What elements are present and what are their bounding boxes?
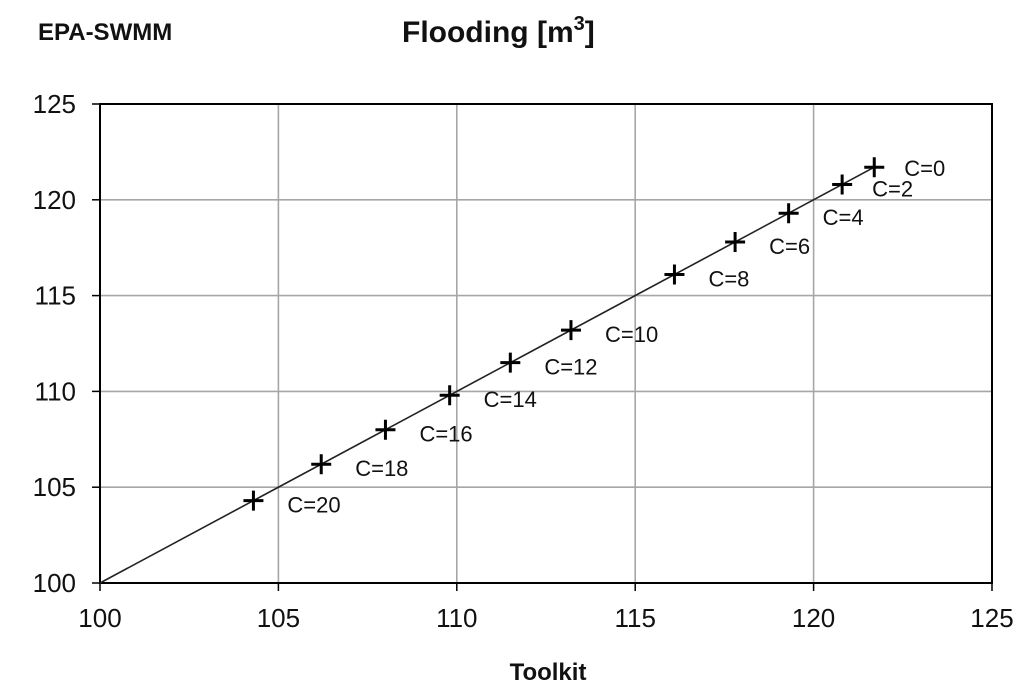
y-tick-label: 120 — [33, 185, 76, 215]
chart-title-sup: 3 — [574, 13, 585, 35]
data-point-label: C=18 — [355, 456, 408, 481]
data-point-label: C=2 — [872, 176, 913, 201]
data-point-marker — [439, 385, 460, 406]
data-point-label: C=8 — [708, 267, 749, 292]
data-point-marker — [311, 454, 332, 475]
data-point-label: C=10 — [605, 322, 658, 347]
data-point-marker — [725, 231, 746, 252]
data-point-marker — [864, 157, 885, 178]
x-tick-label: 120 — [792, 603, 835, 633]
plot-area: 100 105 110 115 120 125100105110115120125C=0C… — [33, 89, 1014, 633]
data-point-marker — [560, 320, 581, 341]
data-point-marker — [832, 174, 853, 195]
chart-title: Flooding [m3] — [402, 13, 595, 49]
data-point-label: C=12 — [544, 355, 597, 380]
data-point-label: C=6 — [769, 234, 810, 259]
y-tick-label: 100 — [33, 568, 76, 598]
data-point-marker — [243, 490, 264, 511]
chart-title-main: Flooding [m — [402, 16, 574, 49]
data-point-marker — [778, 203, 799, 224]
data-point-label: C=0 — [904, 156, 945, 181]
y-tick-label: 125 — [33, 89, 76, 119]
reference-line — [99, 166, 875, 584]
data-point-marker — [500, 352, 521, 373]
data-point-label: C=20 — [287, 493, 340, 518]
y-tick-label: 110 — [35, 376, 76, 406]
x-axis-label: Toolkit — [510, 659, 587, 686]
data-point-marker — [375, 419, 396, 440]
data-point-marker — [664, 264, 685, 285]
y-tick-label: 105 — [33, 472, 76, 502]
x-tick-label: 115 — [614, 603, 655, 633]
data-point-label: C=4 — [823, 205, 864, 230]
y-tick-label: 115 — [35, 281, 76, 311]
data-point-label: C=14 — [484, 387, 537, 412]
y-axis-label: EPA-SWMM — [38, 19, 172, 46]
chart-title-end: ] — [585, 16, 595, 49]
data-point-label: C=16 — [419, 422, 472, 447]
plot-frame — [99, 103, 993, 584]
x-tick-label: 100 — [78, 603, 121, 633]
x-tick-label: 110 — [436, 603, 477, 633]
x-tick-label: 105 — [257, 603, 300, 633]
x-tick-label: 125 — [970, 603, 1013, 633]
